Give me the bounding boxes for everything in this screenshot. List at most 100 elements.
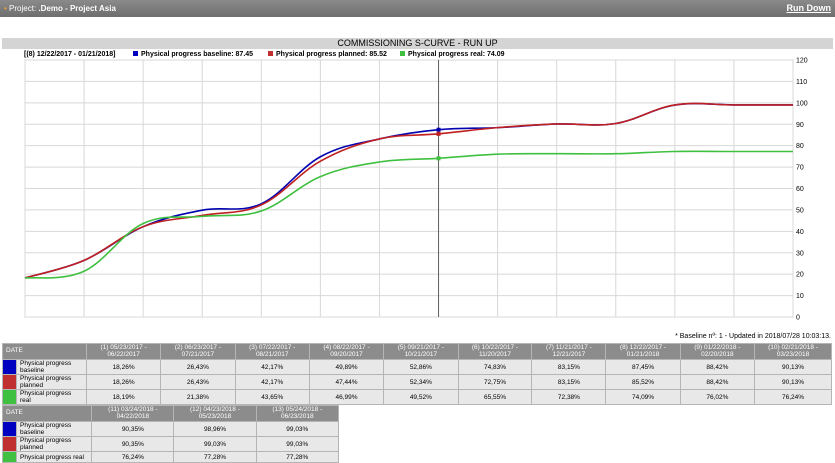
table-cell: 43,65% (234, 389, 310, 405)
period-header: (7) 11/21/2017 - 12/21/2017 (531, 343, 607, 360)
table-cell: 85,52% (605, 374, 681, 390)
period-header: (8) 12/22/2017 - 01/21/2018 (605, 343, 681, 360)
y-tick-label: 110 (796, 79, 807, 86)
project-label: • Project: .Demo - Project Asia (4, 4, 116, 13)
table-cell: 99,03% (255, 436, 340, 452)
y-tick-label: 50 (796, 207, 804, 214)
table-cell: 18,19% (85, 389, 162, 405)
table-cell: 46,99% (308, 389, 385, 405)
y-tick-label: 80 (796, 143, 804, 150)
table-cell: 74,09% (605, 389, 681, 405)
table-header-row: DATE (1) 05/23/2017 - 06/22/2017 (2) 06/2… (2, 343, 832, 360)
table-row: Physical progress baseline 18,26% 26,43% 42… (2, 359, 832, 375)
table-row: Physical progress real 76,24% 77,28% 77,28% (2, 451, 340, 463)
table-cell: 74,83% (457, 359, 533, 375)
row-color-swatch (2, 389, 17, 405)
legend-swatch-real (400, 51, 405, 56)
row-label: Physical progress planned (15, 436, 93, 452)
table-cell: 99,03% (173, 436, 257, 452)
y-tick-label: 40 (796, 229, 804, 236)
legend-swatch-baseline (133, 51, 138, 56)
period-header: (5) 09/21/2017 - 10/21/2017 (383, 343, 459, 360)
s-curve-chart: 0 10 20 30 40 50 60 70 80 90 100 110 120 [(8) 12/22/… (24, 51, 808, 322)
y-tick-label: 0 (796, 315, 800, 322)
legend-baseline: Physical progress baseline: 87.45 (141, 51, 253, 58)
period-header: (1) 05/23/2017 - 06/22/2017 (85, 343, 162, 360)
period-header: (4) 08/22/2017 - 09/20/2017 (308, 343, 385, 360)
legend-swatch-planned (268, 51, 273, 56)
row-label: Physical progress real (15, 451, 93, 463)
chart-grid (24, 59, 794, 318)
run-down-link[interactable]: Run Down (786, 3, 832, 13)
row-color-swatch (2, 451, 17, 463)
table-cell: 88,42% (679, 359, 756, 375)
row-label: Physical progress planned (16, 374, 87, 390)
row-label: Physical progress baseline (16, 359, 87, 375)
bullet-icon: • (4, 4, 7, 13)
table-cell: 76,24% (754, 389, 832, 405)
y-tick-label: 60 (796, 186, 804, 193)
y-axis: 0 10 20 30 40 50 60 70 80 90 100 110 120 (796, 58, 808, 322)
table-cell: 83,15% (531, 359, 607, 375)
row-color-swatch (2, 374, 17, 390)
table-cell: 90,35% (91, 436, 175, 452)
top-bar: • Project: .Demo - Project Asia Run Down (0, 0, 835, 17)
y-tick-label: 90 (796, 122, 804, 129)
table-cell: 90,35% (91, 421, 175, 437)
table-row: Physical progress real 18,19% 21,38% 43,65%… (2, 389, 832, 405)
table-cell: 49,52% (383, 389, 459, 405)
series-point-0 (436, 127, 441, 132)
table-cell: 21,38% (160, 389, 236, 405)
table-cell: 52,86% (383, 359, 459, 375)
table-cell: 88,42% (679, 374, 756, 390)
period-header: (3) 07/22/2017 - 08/21/2017 (234, 343, 310, 360)
project-name: .Demo - Project Asia (38, 4, 116, 13)
table-cell: 98,96% (173, 421, 257, 437)
table-cell: 77,28% (255, 451, 340, 463)
table-cell: 72,38% (531, 389, 607, 405)
table-cell: 52,34% (383, 374, 459, 390)
chart-legend: [(8) 12/22/2017 - 01/21/2018] Physical p… (24, 51, 505, 58)
y-tick-label: 30 (796, 250, 804, 257)
row-color-swatch (2, 359, 17, 375)
series-point-1 (436, 131, 441, 136)
series-lines (24, 102, 794, 279)
y-tick-label: 100 (796, 100, 808, 107)
y-tick-label: 70 (796, 165, 804, 172)
progress-table-1: DATE (1) 05/23/2017 - 06/22/2017 (2) 06/2… (2, 343, 832, 405)
date-header: DATE (1, 405, 93, 422)
table-cell: 26,43% (160, 359, 236, 375)
table-cell: 18,26% (85, 374, 162, 390)
table-cell: 99,03% (255, 421, 340, 437)
table-cell: 90,13% (754, 359, 832, 375)
table-row: Physical progress planned 18,26% 26,43% 42,… (2, 374, 832, 390)
table-header-row: DATE (11) 03/24/2018 - 04/22/2018 (12) 04… (1, 405, 340, 422)
period-header: (10) 02/21/2018 - 03/23/2018 (754, 343, 832, 360)
period-header: (12) 04/23/2018 - 05/23/2018 (173, 405, 257, 422)
table-cell: 76,24% (91, 451, 175, 463)
baseline-footnote: * Baseline nº: 1 - Updated in 2018/07/28… (675, 333, 831, 340)
y-tick-label: 20 (796, 272, 804, 279)
period-header: (2) 06/23/2017 - 07/21/2017 (160, 343, 236, 360)
chart-title: COMMISSIONING S-CURVE - RUN UP (2, 38, 833, 49)
table-cell: 83,15% (531, 374, 607, 390)
table-cell: 76,02% (679, 389, 756, 405)
table-row: Physical progress planned 90,35% 99,03% 99,… (2, 436, 340, 452)
legend-period: [(8) 12/22/2017 - 01/21/2018] (24, 51, 115, 58)
table-cell: 42,17% (234, 359, 310, 375)
table-cell: 77,28% (173, 451, 257, 463)
table-row: Physical progress baseline 90,35% 98,96% 99… (2, 421, 340, 437)
table-cell: 65,55% (457, 389, 533, 405)
table-cell: 47,44% (308, 374, 385, 390)
row-label: Physical progress baseline (15, 421, 93, 437)
period-header: (11) 03/24/2018 - 04/22/2018 (91, 405, 175, 422)
row-color-swatch (2, 436, 17, 452)
progress-table-2: DATE (11) 03/24/2018 - 04/22/2018 (12) 04… (1, 405, 340, 463)
date-header: DATE (2, 343, 87, 360)
legend-real: Physical progress real: 74.09 (408, 51, 505, 58)
table-cell: 87,45% (605, 359, 681, 375)
table-cell: 90,13% (754, 374, 832, 390)
y-tick-label: 120 (796, 58, 808, 65)
row-color-swatch (2, 421, 17, 437)
series-line-1 (24, 102, 793, 279)
